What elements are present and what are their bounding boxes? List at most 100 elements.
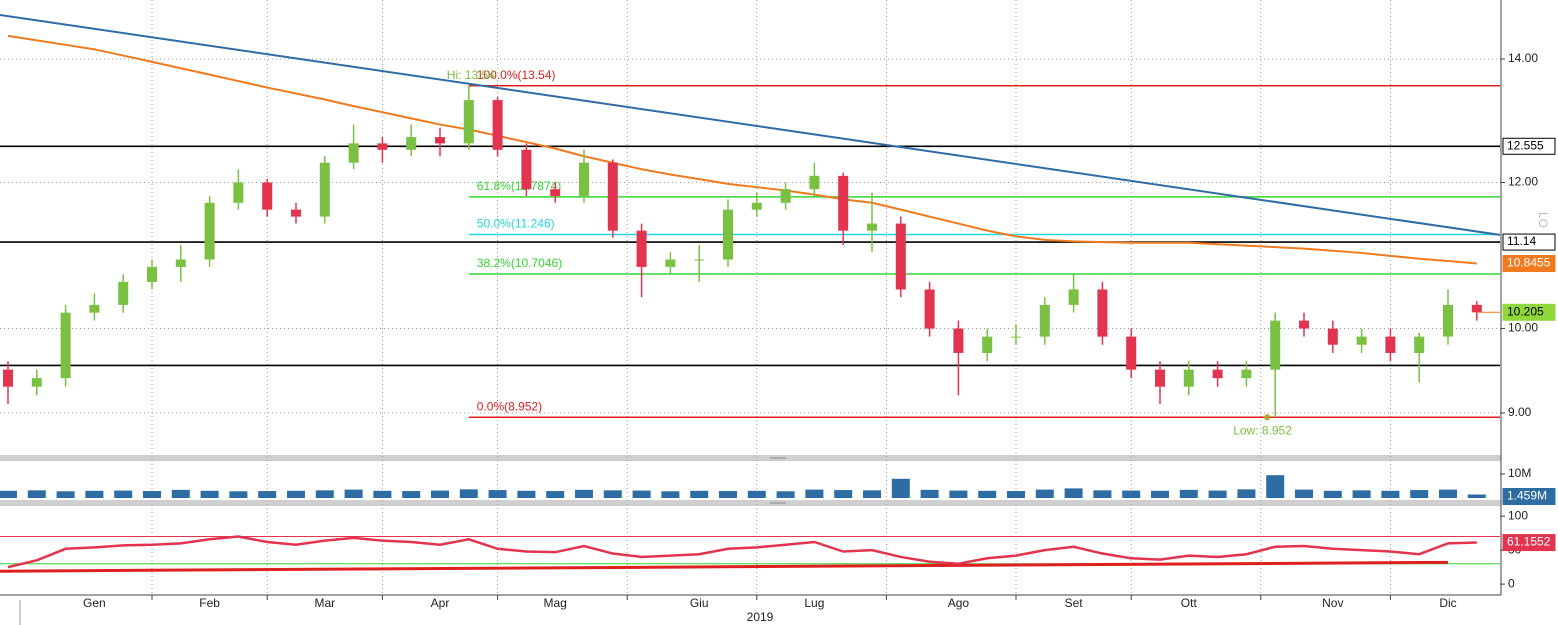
candle-body bbox=[377, 143, 388, 150]
volume-bar bbox=[1122, 490, 1141, 498]
last-price-label-box bbox=[1502, 303, 1556, 321]
candle-body bbox=[579, 162, 589, 196]
trendline bbox=[0, 14, 1501, 236]
volume-bar bbox=[344, 489, 363, 498]
volume-bar bbox=[949, 490, 968, 498]
volume-bar bbox=[834, 490, 853, 498]
volume-bar bbox=[575, 489, 593, 498]
volume-bar bbox=[1467, 494, 1486, 498]
volume-bar bbox=[143, 491, 161, 498]
volume-bar bbox=[1410, 490, 1429, 498]
x-tick-label: Giu bbox=[690, 596, 709, 610]
level-label: 11.14 bbox=[1507, 234, 1536, 248]
x-tick-label: Mag bbox=[544, 596, 567, 610]
candle-body bbox=[435, 137, 445, 144]
candle-body bbox=[1155, 369, 1165, 387]
x-tick-label: Mar bbox=[314, 596, 335, 610]
volume-bar bbox=[1179, 489, 1198, 498]
watermark: LO bbox=[1536, 212, 1550, 228]
volume-bar bbox=[776, 491, 795, 498]
candle-body bbox=[204, 202, 215, 260]
volume-bar bbox=[0, 490, 17, 498]
x-tick-label: Lug bbox=[804, 596, 824, 610]
volume-bar bbox=[863, 490, 881, 498]
volume-bar bbox=[27, 490, 46, 498]
volume-bar bbox=[1295, 489, 1313, 498]
volume-bar bbox=[488, 490, 507, 498]
volume-bar bbox=[632, 490, 651, 498]
volume-bar bbox=[171, 489, 190, 498]
volume-bar bbox=[114, 490, 133, 498]
panel-separator bbox=[0, 455, 1501, 461]
candle-body bbox=[665, 259, 676, 267]
candle-body bbox=[751, 202, 762, 210]
volume-bar bbox=[258, 491, 277, 498]
volume-bar bbox=[56, 491, 75, 498]
volume-bar bbox=[373, 490, 392, 498]
candle-body bbox=[1299, 320, 1309, 329]
x-tick-label: Apr bbox=[431, 596, 450, 610]
ma-label: 10.8455 bbox=[1507, 256, 1551, 270]
y-tick-label: 10.00 bbox=[1508, 321, 1538, 335]
volume-bar bbox=[1007, 491, 1025, 498]
volume-bar bbox=[546, 491, 565, 498]
volume-bar bbox=[85, 490, 104, 498]
x-axis-label: 2019 bbox=[747, 610, 774, 624]
volume-label-box bbox=[1502, 487, 1556, 505]
candle-body bbox=[982, 336, 993, 353]
candle-body bbox=[550, 189, 561, 196]
panel-separator bbox=[0, 500, 1501, 506]
volume-bar bbox=[287, 490, 305, 498]
fib-label: 61.8%(11.7874) bbox=[477, 179, 562, 193]
low-annotation: Low: 8.952 bbox=[1233, 423, 1292, 437]
y-tick-label: 0 bbox=[1508, 576, 1515, 590]
level-label-box bbox=[1502, 233, 1556, 251]
candle-body bbox=[867, 223, 877, 231]
volume-bar bbox=[1064, 488, 1083, 498]
volume-bar bbox=[200, 490, 219, 498]
rsi-label-box bbox=[1502, 534, 1556, 552]
volume-bar bbox=[402, 491, 421, 498]
volume-bar bbox=[920, 489, 939, 498]
volume-bar bbox=[661, 491, 680, 498]
volume-bar bbox=[1208, 490, 1227, 498]
candle-body bbox=[1011, 336, 1021, 338]
volume-bar bbox=[978, 490, 997, 498]
volume-bar bbox=[229, 491, 248, 498]
candle-body bbox=[319, 162, 330, 217]
last-price-label: 10.205 bbox=[1507, 304, 1544, 318]
candle-body bbox=[406, 137, 417, 150]
x-tick-label: Nov bbox=[1322, 596, 1343, 610]
volume-bar bbox=[315, 490, 334, 498]
x-tick-label: Set bbox=[1065, 596, 1084, 610]
volume-bar bbox=[690, 490, 709, 498]
volume-bar bbox=[1439, 489, 1457, 498]
candle-body bbox=[3, 369, 13, 387]
candle-body bbox=[1097, 289, 1108, 337]
volume-bar bbox=[1323, 490, 1342, 498]
fib-label: 38.2%(10.7046) bbox=[477, 256, 562, 270]
fib-label: 50.0%(11.246) bbox=[477, 217, 555, 231]
volume-bar bbox=[805, 489, 824, 498]
candle-body bbox=[809, 175, 820, 190]
volume-bar bbox=[1352, 490, 1371, 498]
candle-body bbox=[89, 304, 100, 313]
volume-bar bbox=[459, 489, 478, 498]
volume-bar bbox=[603, 490, 622, 498]
candle-body bbox=[607, 162, 618, 231]
x-tick-label: Ott bbox=[1181, 596, 1198, 610]
candle-body bbox=[1471, 304, 1482, 313]
candle-body bbox=[147, 266, 157, 282]
candle-body bbox=[723, 209, 733, 260]
rsi-line bbox=[7, 535, 1477, 569]
x-tick-label: Ago bbox=[948, 596, 970, 610]
volume-bar bbox=[517, 490, 536, 498]
y-tick-label: 12.00 bbox=[1508, 175, 1538, 189]
moving-average bbox=[7, 34, 1477, 265]
candle-body bbox=[1270, 320, 1281, 370]
candle-body bbox=[1068, 289, 1079, 305]
candle-body bbox=[492, 100, 503, 150]
candle-body bbox=[60, 312, 71, 379]
candle-body bbox=[1356, 336, 1367, 345]
